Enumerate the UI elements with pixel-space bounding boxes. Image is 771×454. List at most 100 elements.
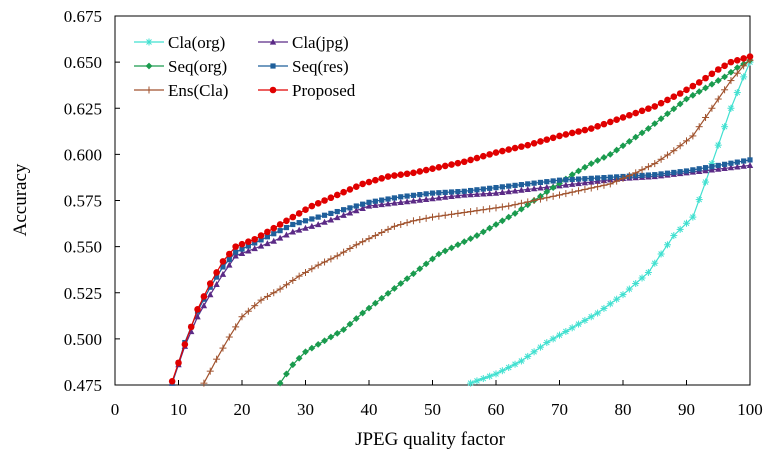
data-point [587,184,595,192]
data-point [727,164,735,171]
data-point [257,296,265,304]
legend-entry: Proposed [258,81,356,100]
data-point [722,161,728,167]
data-point [524,141,532,149]
series-ens-cla [200,56,754,387]
data-point [455,189,461,195]
data-point [353,183,360,190]
data-point [308,265,316,273]
data-point [689,213,697,221]
data-point [486,151,493,158]
data-point [651,259,659,267]
data-point [525,181,531,187]
data-point [384,289,392,297]
data-point [734,159,740,165]
series-line [171,159,751,384]
data-point [549,335,557,343]
data-point [365,178,373,186]
data-point [238,249,246,256]
data-point [619,291,627,299]
data-point [359,238,367,246]
data-point [625,172,633,180]
data-point [568,188,576,196]
data-point [283,231,290,238]
data-point [480,190,487,197]
data-point [429,195,436,202]
data-point [371,232,379,240]
x-tick-label: 20 [234,400,251,419]
data-point [314,261,322,269]
data-point [366,199,372,205]
data-point [606,150,614,158]
data-point [436,190,442,196]
data-point [308,344,316,352]
data-point [365,202,373,209]
y-tick-label: 0.600 [64,145,102,164]
data-point [302,218,309,224]
data-point [333,252,341,260]
y-tick-label: 0.500 [64,330,102,349]
data-point [530,185,538,192]
data-point [225,333,233,341]
legend: Cla(org) Cla(jpg) Seq(org) Seq(res) Ens(Cla)… [134,33,356,100]
data-point [454,241,462,249]
data-point [530,197,538,204]
data-point [741,158,747,164]
data-point [403,198,411,205]
data-point [676,142,684,150]
data-point [695,123,703,131]
data-point [448,244,455,252]
y-tick-label: 0.475 [64,376,102,395]
data-point [511,360,519,368]
data-point [410,197,417,204]
data-point [517,199,525,207]
data-point [270,224,278,232]
data-point [283,224,290,231]
data-point [530,348,538,356]
data-point [544,179,550,185]
data-point [276,221,284,228]
data-point [384,225,392,233]
data-point [689,91,697,99]
data-point [702,113,710,121]
data-point [607,118,614,126]
data-point [657,155,665,163]
data-point [632,109,640,117]
data-point [498,367,506,375]
data-point [226,250,233,258]
data-point [441,162,449,170]
data-point [683,219,690,227]
data-point [429,255,436,263]
data-point [518,182,524,188]
data-point [498,217,506,225]
data-point [416,168,424,175]
data-point [607,174,613,180]
data-point [670,105,678,113]
legend-entry: Seq(res) [258,57,349,76]
data-point [213,355,221,363]
x-tick-label: 40 [361,400,378,419]
data-point [657,250,665,258]
data-point [614,174,620,180]
data-point [346,186,354,193]
data-point [397,198,404,205]
data-point [468,187,474,194]
data-point [321,258,329,266]
data-point [422,260,430,268]
data-point [625,138,633,145]
data-point [626,111,633,119]
data-point [569,180,576,187]
data-point [708,70,716,78]
data-point [746,162,754,169]
data-point [461,191,468,198]
data-point [746,53,754,60]
data-point [200,293,208,300]
data-point [372,198,378,204]
data-point [747,157,753,163]
data-point [695,79,703,86]
data-point [493,184,499,191]
data-point [257,242,265,249]
data-point [733,89,741,97]
data-point [652,172,658,178]
